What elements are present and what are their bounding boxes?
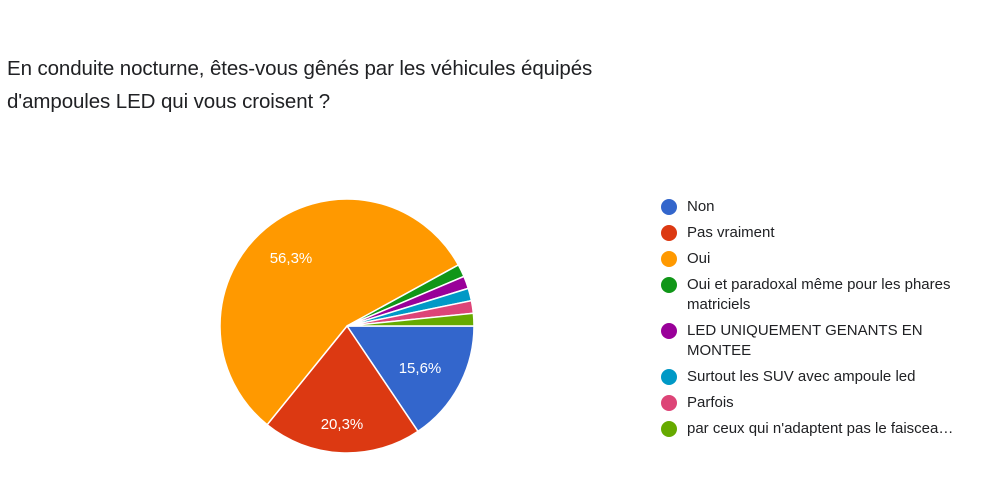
legend-item-oui[interactable]: Oui (661, 249, 987, 269)
pie-slice[interactable] (345, 325, 475, 433)
legend-dot-icon (661, 199, 677, 215)
legend-item-led-montee[interactable]: LED UNIQUEMENT GENANTS EN MONTEE (661, 321, 987, 361)
pie-slices (219, 198, 475, 454)
pie-slice[interactable] (266, 324, 419, 454)
chart-title: En conduite nocturne, êtes-vous gênés pa… (7, 52, 707, 118)
legend-item-pas-vraiment[interactable]: Pas vraiment (661, 223, 987, 243)
legend-item-parfois[interactable]: Parfois (661, 393, 987, 413)
legend-dot-icon (661, 251, 677, 267)
label-non: 15,6% (399, 360, 442, 377)
legend-item-non[interactable]: Non (661, 197, 987, 217)
legend-dot-icon (661, 395, 677, 411)
chart-title-line-2: d'ampoules LED qui vous croisent ? (7, 90, 330, 113)
pie-slice[interactable] (219, 198, 460, 426)
pie-slice[interactable] (346, 312, 475, 327)
legend-dot-icon (661, 225, 677, 241)
legend-dot-icon (661, 277, 677, 293)
legend-dot-icon (661, 369, 677, 385)
legend-item-suv[interactable]: Surtout les SUV avec ampoule led (661, 367, 987, 387)
legend-dot-icon (661, 323, 677, 339)
legend-item-faisceau[interactable]: par ceux qui n'adaptent pas le faiscea… (661, 419, 987, 439)
legend-dot-icon (661, 421, 677, 437)
legend-item-oui-paradoxal[interactable]: Oui et paradoxal même pour les phares ma… (661, 275, 987, 315)
legend: Non Pas vraiment Oui Oui et paradoxal mê… (661, 197, 987, 445)
label-oui: 56,3% (270, 250, 313, 267)
label-pas-vraiment: 20,3% (321, 416, 364, 433)
chart-title-line-1: En conduite nocturne, êtes-vous gênés pa… (7, 57, 593, 80)
